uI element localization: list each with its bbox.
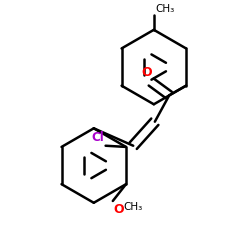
Text: CH₃: CH₃ <box>155 4 174 14</box>
Text: O: O <box>142 66 152 79</box>
Text: O: O <box>113 203 124 216</box>
Text: CH₃: CH₃ <box>123 202 142 212</box>
Text: Cl: Cl <box>91 131 104 144</box>
